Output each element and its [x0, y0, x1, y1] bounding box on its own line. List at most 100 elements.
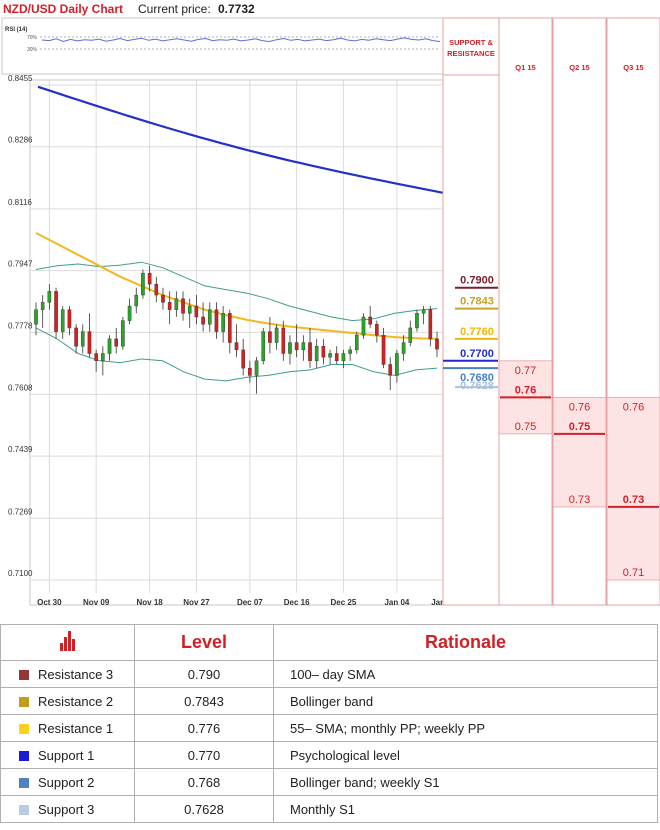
x-tick-label: Jan 04: [384, 598, 409, 607]
level-color-swatch: [19, 669, 29, 680]
rsi-label: RSI (14): [5, 27, 27, 33]
level-name: Resistance 2: [38, 693, 114, 709]
level-rationale: 100– day SMA: [273, 660, 658, 688]
table-row: Resistance 1 0.776 55– SMA; monthly PP; we…: [0, 714, 658, 742]
bar-chart-icon: [60, 631, 75, 651]
row-name-cell: Support 1: [0, 741, 135, 769]
level-name: Resistance 1: [38, 720, 114, 736]
current-price-value: 0.7732: [218, 2, 255, 16]
forecast-quarter-label: Q1 15: [515, 63, 535, 72]
candle-body: [341, 353, 346, 362]
x-tick-label: Dec 25: [331, 598, 357, 607]
forecast-column: [498, 17, 553, 606]
level-value: 0.7628: [134, 795, 274, 823]
candle-body: [67, 309, 72, 329]
forecast-low-label: 0.71: [623, 567, 644, 579]
rsi-30-label: 30%: [27, 47, 38, 53]
candle-body: [421, 309, 426, 314]
candle-body: [428, 309, 433, 340]
sr-level-label: 0.7760: [460, 326, 494, 338]
sr-level-label: 0.7900: [460, 275, 494, 287]
level-value: 0.790: [134, 660, 274, 688]
level-name: Support 2: [38, 774, 95, 790]
table-row: Support 1 0.770 Psychological level: [0, 741, 658, 769]
candle-body: [174, 298, 179, 310]
level-value: 0.770: [134, 741, 274, 769]
forecast-high-label: 0.76: [569, 401, 590, 413]
candle-body: [254, 360, 259, 376]
level-rationale: Bollinger band; weekly S1: [273, 768, 658, 796]
candle-body: [221, 313, 225, 332]
forecast-mid-label: 0.73: [623, 494, 644, 506]
forecast-high-label: 0.76: [623, 401, 644, 413]
x-tick-label: Nov 18: [136, 598, 163, 607]
level-rationale: 55– SMA; monthly PP; weekly PP: [273, 714, 658, 742]
candle-body: [348, 349, 352, 354]
rsi-70-label: 70%: [27, 35, 38, 41]
candle-body: [87, 331, 92, 354]
candle-body: [241, 349, 245, 369]
level-color-swatch: [19, 750, 29, 761]
level-color-swatch: [19, 723, 29, 734]
candle-body: [435, 338, 439, 350]
candle-body: [80, 331, 85, 347]
forecast-high-label: 0.77: [515, 365, 536, 377]
candle-body: [368, 316, 372, 325]
table-row: Resistance 3 0.790 100– day SMA: [0, 660, 658, 688]
table-header-icon-cell: [0, 624, 135, 661]
candle-body: [161, 294, 165, 303]
sma55-line: [35, 232, 438, 340]
sr-level-label: 0.7700: [460, 348, 494, 360]
candle-body: [395, 353, 399, 376]
row-name-cell: Support 3: [0, 795, 135, 823]
candle-body: [294, 342, 299, 351]
x-tick-label: Nov 27: [183, 598, 210, 607]
sr-level-label: 0.7628: [460, 380, 494, 392]
candle-body: [40, 302, 45, 310]
sr-header-line2: RESISTANCE: [447, 49, 495, 58]
level-value: 0.7843: [134, 687, 274, 715]
y-tick-label: 0.7947: [8, 260, 33, 269]
candle-body: [74, 327, 78, 347]
candle-body: [361, 316, 366, 336]
level-value: 0.768: [134, 768, 274, 796]
candle-body: [248, 367, 252, 376]
level-rationale: Bollinger band: [273, 687, 658, 715]
candle-body: [321, 345, 326, 358]
y-tick-label: 0.8116: [8, 198, 32, 207]
candle-body: [107, 338, 112, 354]
candle-body: [181, 298, 185, 314]
table-header-row: Level Rationale: [0, 624, 658, 661]
candle-body: [355, 335, 359, 351]
candle-body: [301, 342, 306, 351]
candle-body: [234, 342, 239, 351]
price-chart-svg: RSI (14)70% 30% 0.8455 0.8286 0.8116 0.7947 0.…: [1, 17, 660, 607]
candle-body: [334, 353, 339, 362]
table-header-rationale: Rationale: [273, 624, 658, 661]
x-tick-label: Nov 09: [83, 598, 110, 607]
y-tick-label: 0.7439: [8, 445, 33, 454]
candle-body: [328, 353, 332, 358]
candle-body: [415, 313, 419, 329]
level-name: Support 1: [38, 747, 95, 763]
level-value: 0.776: [134, 714, 274, 742]
candle-body: [47, 291, 52, 303]
row-name-cell: Resistance 1: [0, 714, 135, 742]
candle-body: [207, 309, 212, 325]
level-rationale: Psychological level: [273, 741, 658, 769]
current-price-label: Current price:: [138, 2, 211, 16]
forecast-quarter-label: Q3 15: [623, 63, 643, 72]
sr-header-line1: SUPPORT &: [449, 38, 493, 47]
chart-area: NZD/USD Daily Chart Current price: 0.773…: [1, 2, 660, 607]
candle-body: [141, 272, 145, 296]
forecast-column: [552, 17, 607, 606]
level-name: Resistance 3: [38, 666, 114, 682]
levels-table: Level Rationale Resistance 3 0.790 100– da…: [0, 624, 660, 830]
candle-body: [401, 342, 406, 354]
candle-body: [375, 324, 379, 336]
candle-body: [381, 335, 386, 365]
candle-body: [54, 291, 58, 332]
row-name-cell: Support 2: [0, 768, 135, 796]
candle-body: [147, 272, 152, 285]
sr-column: [442, 17, 500, 606]
